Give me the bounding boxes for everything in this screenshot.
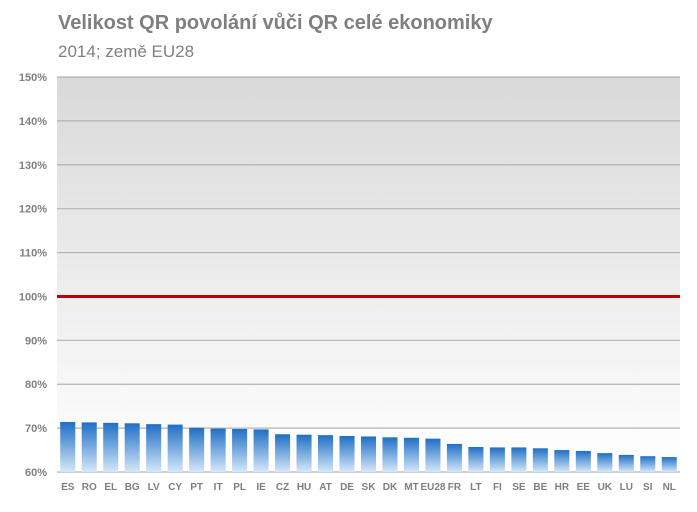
bar-be	[532, 448, 548, 472]
x-tick-label: PL	[233, 482, 246, 493]
bar-it	[210, 428, 226, 472]
bar-lv	[146, 424, 162, 472]
y-tick-label: 70%	[25, 423, 47, 435]
x-tick-label: DK	[383, 482, 398, 493]
x-tick-label: NL	[663, 482, 676, 493]
x-tick-label: FI	[493, 482, 502, 493]
bar-at	[318, 435, 334, 472]
chart-subtitle: 2014; země EU28	[58, 42, 195, 61]
bar-uk	[597, 453, 613, 472]
x-tick-label: EL	[104, 482, 117, 493]
bar-hu	[296, 434, 312, 472]
bar-dk	[382, 437, 398, 472]
y-tick-label: 150%	[19, 72, 47, 84]
bar-ie	[253, 429, 269, 472]
bar-lt	[468, 446, 484, 472]
bar-fi	[489, 447, 505, 472]
bar-cz	[275, 434, 291, 472]
y-tick-label: 120%	[19, 204, 47, 216]
bar-sk	[360, 436, 377, 472]
chart-title: Velikost QR povolání vůči QR celé ekonom…	[58, 12, 493, 34]
bar-de	[339, 436, 355, 472]
bar-lu	[618, 454, 634, 472]
bar-ro	[81, 422, 97, 472]
bar-nl	[661, 457, 677, 472]
bar-cy	[167, 424, 183, 472]
y-tick-label: 80%	[25, 379, 47, 391]
y-tick-label: 60%	[25, 467, 47, 479]
x-tick-label: IE	[256, 482, 266, 493]
y-tick-label: 90%	[25, 335, 47, 347]
y-tick-label: 100%	[19, 291, 47, 303]
x-tick-label: LU	[620, 482, 633, 493]
bars	[60, 421, 677, 472]
x-tick-label: PT	[190, 482, 203, 493]
bar-si	[640, 456, 656, 472]
y-tick-label: 110%	[19, 248, 47, 260]
y-tick-label: 130%	[19, 160, 47, 172]
y-axis-ticks: 60% 70% 80% 90% 100% 110% 120% 130% 140% 150%	[19, 72, 47, 479]
x-tick-label: IT	[214, 482, 223, 493]
x-tick-label: LT	[470, 482, 481, 493]
bar-hr	[554, 450, 570, 472]
bar-ee	[575, 450, 591, 472]
x-tick-label: HU	[297, 482, 311, 493]
x-tick-label: EE	[577, 482, 591, 493]
x-tick-label: HR	[555, 482, 570, 493]
y-tick-label: 140%	[19, 116, 47, 128]
bar-pt	[189, 427, 205, 472]
plot-area	[57, 77, 680, 472]
bar-es	[60, 421, 76, 472]
x-tick-label: SI	[643, 482, 653, 493]
x-tick-label: BE	[533, 482, 547, 493]
x-tick-label: RO	[82, 482, 97, 493]
bar-bg	[124, 423, 140, 472]
bar-el	[103, 422, 119, 472]
x-tick-label: DE	[340, 482, 354, 493]
x-tick-label: SE	[512, 482, 526, 493]
x-tick-label: UK	[598, 482, 613, 493]
bar-eu28	[425, 438, 441, 472]
x-tick-label: LV	[148, 482, 160, 493]
x-tick-label: ES	[61, 482, 75, 493]
x-axis-ticks: ES RO EL BG LV CY PT IT PL IE CZ HU AT DE SK DK MT EU28 FR…	[61, 482, 676, 493]
x-tick-label: CZ	[276, 482, 289, 493]
x-tick-label: CY	[168, 482, 182, 493]
x-tick-label: EU28	[420, 482, 445, 493]
bar-fr	[446, 443, 462, 472]
bar-pl	[232, 428, 248, 472]
bar-se	[511, 447, 527, 472]
x-tick-label: BG	[125, 482, 140, 493]
x-tick-label: SK	[362, 482, 377, 493]
bar-mt	[403, 437, 419, 472]
x-tick-label: AT	[319, 482, 332, 493]
x-tick-label: MT	[404, 482, 418, 493]
x-tick-label: FR	[448, 482, 462, 493]
